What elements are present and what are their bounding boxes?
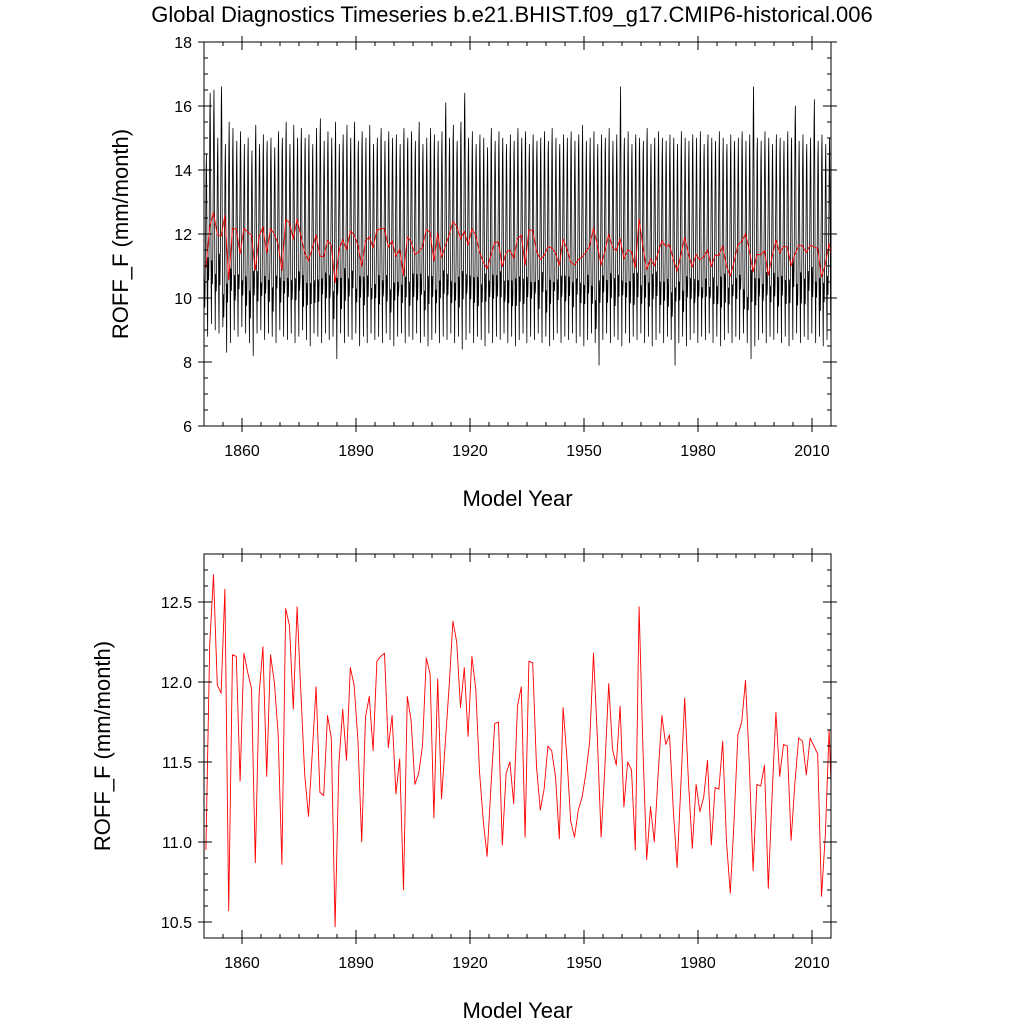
panel-bottom-xtick-label: 1860 [224, 955, 260, 972]
panel-top-xtick-label: 1980 [680, 443, 716, 460]
panel-bottom-ytick-label: 12.0 [161, 675, 192, 692]
panel-top-xtick-label: 1890 [338, 443, 374, 460]
figure-title: Global Diagnostics Timeseries b.e21.BHIS… [151, 2, 873, 27]
panel-top-ytick-label: 12 [174, 227, 192, 244]
panel-top-xaxis-label: Model Year [462, 486, 572, 511]
panel-bottom-xtick-label: 2010 [794, 955, 830, 972]
panel-bottom-ytick-label: 11.5 [162, 755, 192, 772]
panel-bottom-ytick-label: 11.0 [162, 835, 192, 852]
panel-top-xtick-label: 1920 [452, 443, 488, 460]
panel-bottom-ytick-label: 10.5 [161, 915, 192, 932]
panel-top-series-annual-line [205, 212, 831, 284]
panel-top-ytick-label: 10 [174, 291, 192, 308]
panel-top-xtick-label: 1860 [224, 443, 260, 460]
panel-bottom-series-annual-line [205, 574, 831, 928]
panel-bottom-xaxis-label: Model Year [462, 998, 572, 1023]
panel-top-ytick-label: 6 [183, 419, 192, 436]
panel-top-xtick-label: 1950 [566, 443, 602, 460]
panel-top-yaxis-label: ROFF_F (mm/month) [108, 129, 133, 339]
panel-bottom-xtick-label: 1890 [338, 955, 374, 972]
panel-bottom-xtick-label: 1980 [680, 955, 716, 972]
panel-bottom-ytick-label: 12.5 [161, 595, 192, 612]
panel-top-xtick-label: 2010 [794, 443, 830, 460]
panel-top-ytick-label: 18 [174, 35, 192, 52]
panel-top-ytick-label: 8 [183, 355, 192, 372]
panel-bottom-xtick-label: 1950 [566, 955, 602, 972]
panel-bottom-yaxis-label: ROFF_F (mm/month) [90, 641, 115, 851]
panel-top-ytick-label: 14 [174, 163, 192, 180]
panel-bottom-xtick-label: 1920 [452, 955, 488, 972]
panel-top-ytick-label: 16 [174, 99, 192, 116]
